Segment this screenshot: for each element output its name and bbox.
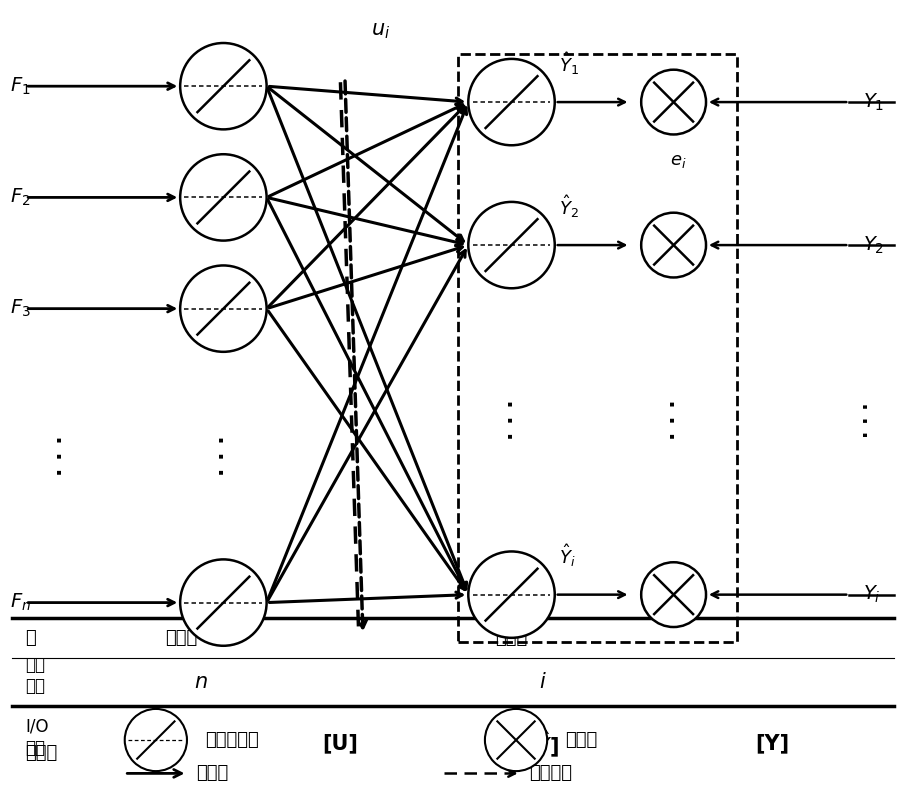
Text: $F_n$: $F_n$ — [10, 592, 31, 614]
Text: · · ·: · · · — [858, 402, 877, 438]
Text: 数据流: 数据流 — [197, 764, 228, 782]
Text: [$\hat{Y}$]: [$\hat{Y}$] — [527, 728, 559, 759]
Text: [U]: [U] — [323, 734, 359, 754]
Text: 输出层: 输出层 — [496, 630, 527, 647]
Ellipse shape — [125, 709, 187, 771]
Ellipse shape — [468, 59, 554, 146]
Ellipse shape — [468, 202, 554, 288]
Text: 图标：: 图标： — [25, 744, 58, 762]
Text: 输入层: 输入层 — [165, 630, 198, 647]
Ellipse shape — [180, 154, 266, 241]
Ellipse shape — [641, 562, 706, 627]
Ellipse shape — [468, 551, 554, 638]
Text: $F_2$: $F_2$ — [10, 186, 31, 208]
Text: $n$: $n$ — [194, 672, 207, 692]
Ellipse shape — [180, 559, 266, 646]
Text: 线性神经元: 线性神经元 — [206, 731, 259, 749]
Text: $F_3$: $F_3$ — [10, 298, 31, 319]
Text: I/O
权值: I/O 权值 — [25, 718, 49, 757]
Text: 修正信息: 修正信息 — [529, 764, 573, 782]
Ellipse shape — [180, 266, 266, 352]
Text: · · ·: · · · — [663, 399, 684, 440]
Ellipse shape — [641, 70, 706, 134]
Text: [F]: [F] — [140, 734, 172, 754]
Text: $u_i$: $u_i$ — [371, 21, 390, 41]
Bar — [458, 54, 737, 642]
Text: · · ·: · · · — [214, 435, 234, 476]
Ellipse shape — [180, 43, 266, 130]
Text: $i$: $i$ — [539, 672, 547, 692]
Ellipse shape — [485, 709, 547, 771]
Text: $\hat{Y}_2$: $\hat{Y}_2$ — [559, 193, 579, 219]
Text: 比较器: 比较器 — [565, 731, 598, 749]
Text: $Y_1$: $Y_1$ — [863, 91, 884, 113]
Text: $\hat{Y}_1$: $\hat{Y}_1$ — [559, 50, 579, 77]
Text: 层: 层 — [25, 630, 36, 647]
Text: $F_1$: $F_1$ — [10, 75, 31, 97]
Ellipse shape — [641, 213, 706, 278]
Text: 神经
元数: 神经 元数 — [25, 656, 45, 695]
Text: $Y_2$: $Y_2$ — [863, 234, 884, 256]
Text: $Y_i$: $Y_i$ — [863, 584, 881, 606]
Text: $e_i$: $e_i$ — [670, 152, 687, 170]
Text: [Y]: [Y] — [756, 734, 790, 754]
Text: · · ·: · · · — [52, 435, 72, 476]
Text: · · ·: · · · — [502, 399, 522, 440]
Text: $\hat{Y}_i$: $\hat{Y}_i$ — [559, 542, 576, 569]
